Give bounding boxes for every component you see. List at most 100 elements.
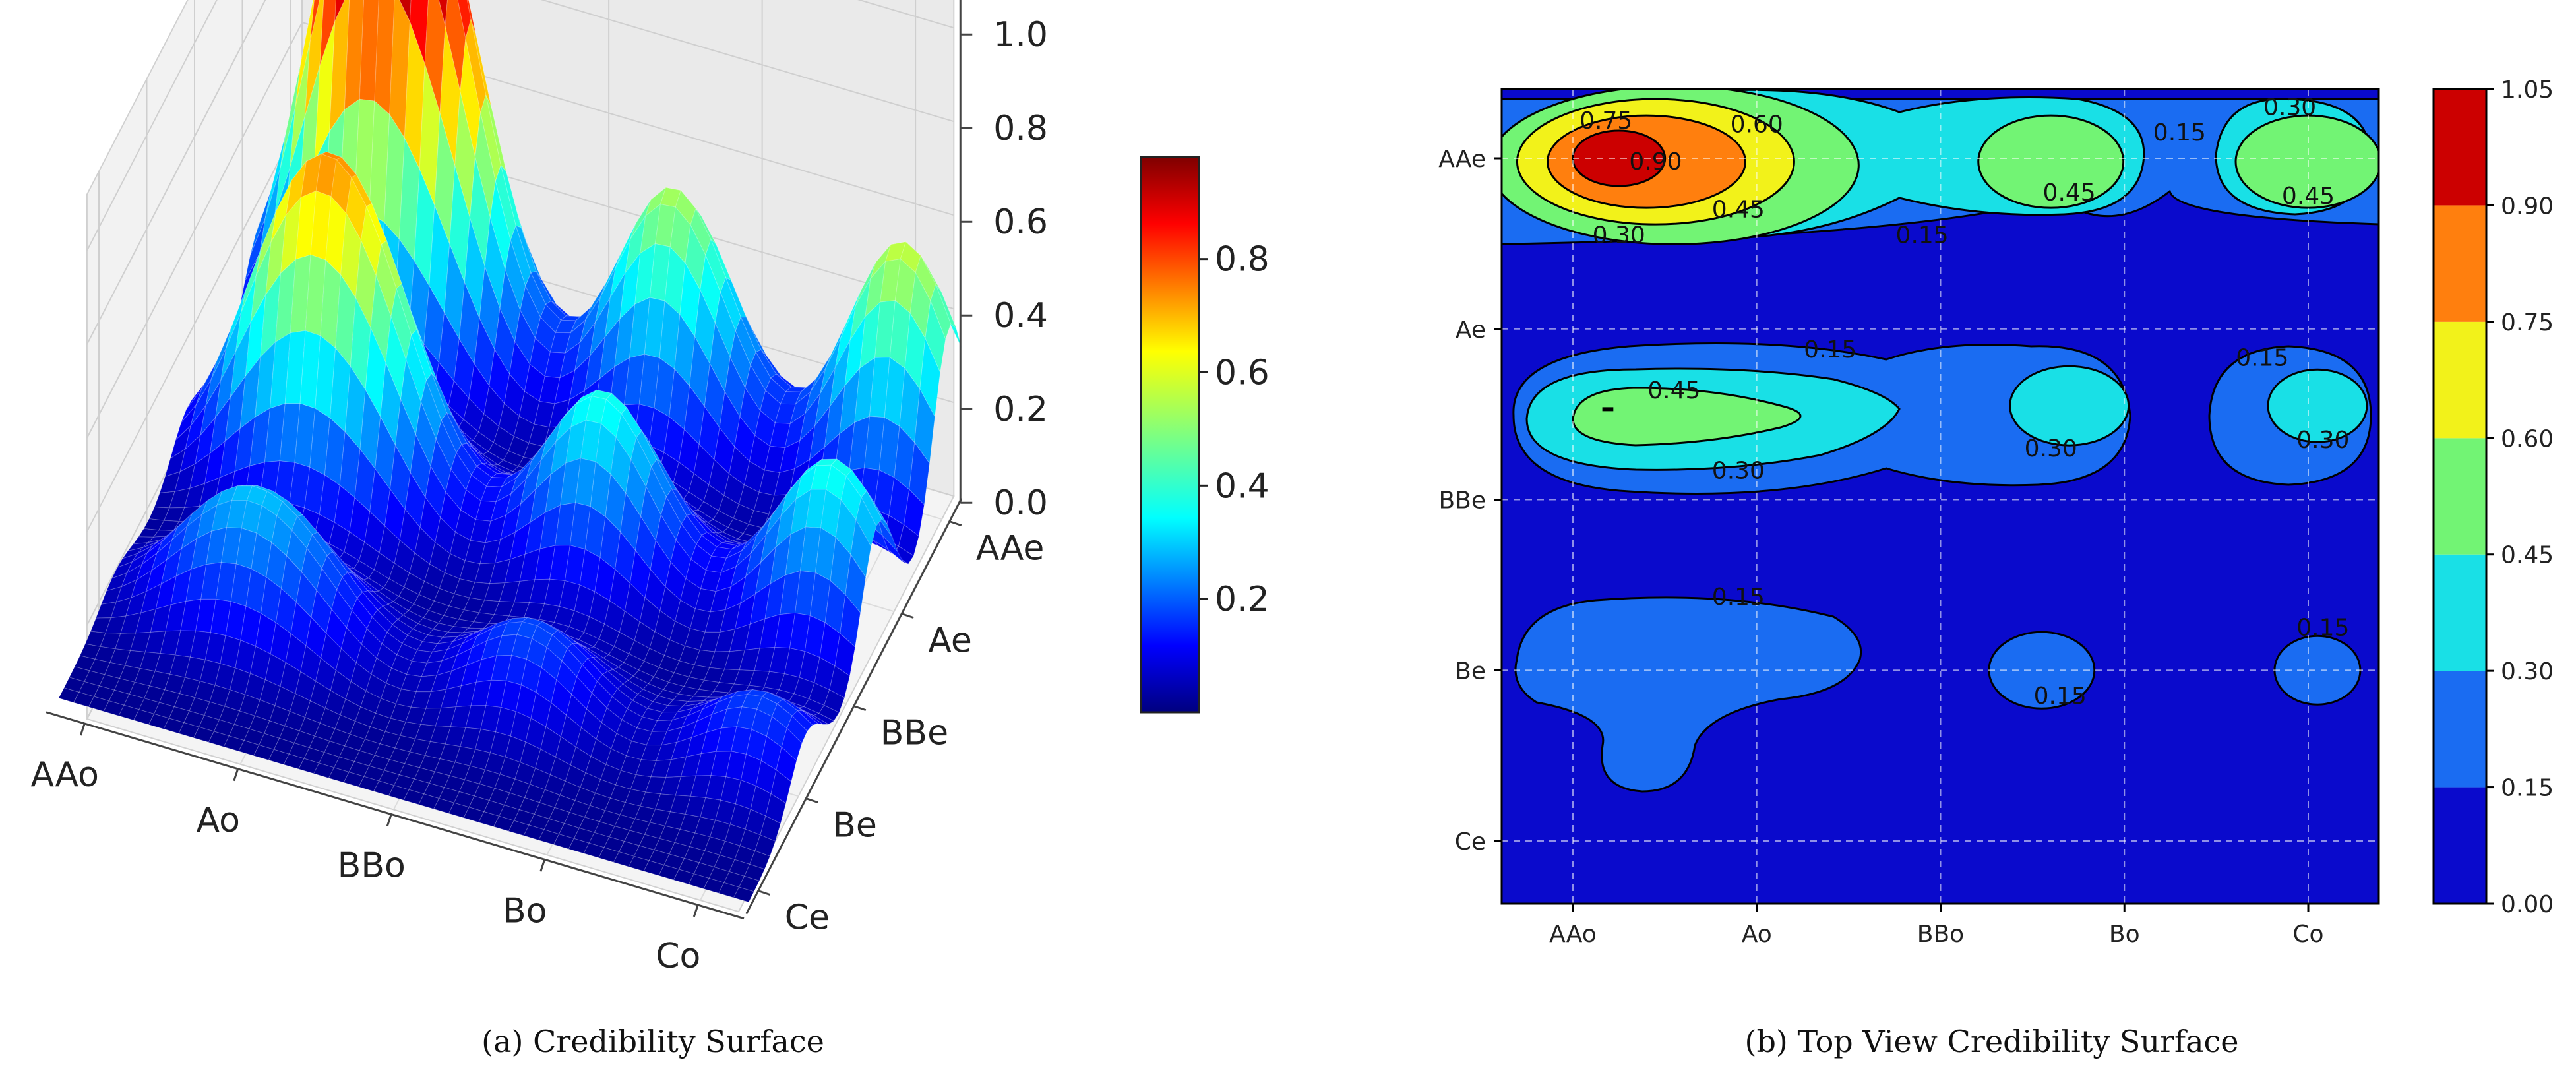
y-axis-ticks: Ce Be BBe Ae AAe <box>745 497 1045 938</box>
colorbar-b-tick-label: 0.90 <box>2501 193 2554 220</box>
surface-facet <box>738 875 760 892</box>
z-tick-label: 0.4 <box>993 296 1048 336</box>
surface-facet <box>796 710 819 726</box>
y-tick-mark <box>901 613 914 619</box>
contour-label: 0.45 <box>2043 179 2096 206</box>
colorbar-b-level <box>2434 321 2486 439</box>
contour-x-tick-label: Bo <box>2109 921 2140 948</box>
contour-label: 0.75 <box>1579 108 1632 135</box>
contour-label: 0.30 <box>2296 427 2349 454</box>
colorbar-b-level <box>2434 438 2486 555</box>
surface-facet <box>845 553 867 614</box>
surface-facet <box>818 704 840 722</box>
z-tick-label: 0.0 <box>993 483 1048 523</box>
pane-gridline <box>86 0 954 251</box>
y-tick-mark <box>949 520 962 527</box>
contour-label: 0.45 <box>1647 377 1700 404</box>
y-tick-label: Be <box>832 806 877 846</box>
contour-y-tick-label: Be <box>1455 658 1486 685</box>
colorbar-a-tick-label: 0.4 <box>1215 466 1270 506</box>
contour-y-tick-label: Ce <box>1455 828 1486 855</box>
surface-facet <box>334 0 346 22</box>
contour-label: 0.15 <box>1712 584 1765 611</box>
contour-region <box>1514 596 1862 793</box>
contour-x-tick-label: Co <box>2292 921 2323 948</box>
contour-y-tick-label: BBe <box>1438 487 1486 514</box>
contour-label: 0.15 <box>2236 345 2288 372</box>
colorbar-b-level <box>2434 554 2486 671</box>
contour-x-axis-ticks: AAo Ao BBo Bo Co <box>1549 904 2324 948</box>
y-tick-mark <box>758 890 771 896</box>
surface-facet <box>834 633 856 677</box>
colorbar-b-tick-label: 1.05 <box>2501 77 2554 104</box>
x-tick-label: Ao <box>197 801 240 840</box>
colorbar-b-level <box>2434 205 2486 322</box>
x-tick-mark <box>692 904 699 917</box>
x-axis-ticks: AAo Ao BBo Bo Co <box>31 711 745 976</box>
surface-facet <box>829 665 851 698</box>
contour-region <box>1572 129 1667 187</box>
colorbar-b-tick-label: 0.15 <box>2501 775 2554 802</box>
contour-fills <box>1502 89 2379 793</box>
surface-facet <box>909 441 931 506</box>
y-tick-label: BBe <box>880 714 948 753</box>
surface-facet <box>786 715 808 744</box>
contour-plot-panel: 0.75 0.60 0.90 0.45 0.30 0.15 0.45 0.15 0.30 0.45… <box>1438 77 2554 1059</box>
colorbar-b-tick-label: 0.60 <box>2501 425 2554 452</box>
colorbar-b-tick-label: 0.30 <box>2501 658 2554 685</box>
x-tick-mark <box>79 723 86 736</box>
contour-label: 0.15 <box>1804 336 1856 363</box>
z-tick-label: 0.2 <box>993 390 1048 429</box>
contour-x-tick-label: BBo <box>1917 921 1964 948</box>
y-tick-mark <box>853 705 867 712</box>
colorbar-b-tick-label: 0.75 <box>2501 309 2554 336</box>
pane-gridline <box>86 0 954 345</box>
pane-gridline <box>86 21 954 439</box>
surface-facet <box>914 388 936 464</box>
surface-facet <box>409 0 429 64</box>
surface-facet <box>882 535 904 563</box>
caption-b: (b) Top View Credibility Surface <box>1745 1024 2239 1059</box>
contour-region <box>1572 387 1802 447</box>
surface-facet <box>749 850 771 870</box>
colorbar-b-level <box>2434 89 2486 206</box>
contour-region <box>2267 368 2368 443</box>
surface-facet <box>309 0 321 42</box>
contour-y-axis-ticks: Ce Be BBe Ae AAe <box>1438 146 1502 855</box>
contour-label: 0.60 <box>1731 111 1783 138</box>
contour-label: 0.15 <box>1896 222 1949 249</box>
contour-label: 0.30 <box>1712 458 1765 485</box>
x-tick-label: Co <box>656 937 700 976</box>
x-tick-label: AAo <box>31 755 100 795</box>
contour-labels: 0.75 0.60 0.90 0.45 0.30 0.15 0.45 0.15 0.30 0.45… <box>1579 94 2349 710</box>
colorbar-b: 0.00 0.15 0.30 0.45 0.60 0.75 0.90 1.05 <box>2432 77 2554 918</box>
surface-facet <box>791 710 813 732</box>
contour-y-tick-label: AAe <box>1438 146 1486 173</box>
surface-facet <box>813 713 835 725</box>
y-tick-label: Ce <box>785 898 830 938</box>
colorbar-a-tick-label: 0.2 <box>1215 580 1270 619</box>
contour-x-tick-label: AAo <box>1549 921 1597 948</box>
surface-facet <box>304 0 324 117</box>
x-tick-mark <box>386 814 392 826</box>
z-tick-label: 1.0 <box>993 15 1048 55</box>
contour-label: 0.30 <box>1593 222 1645 249</box>
surface-facet <box>765 793 787 824</box>
y-tick-label: AAe <box>976 529 1045 569</box>
y-tick-label: Ae <box>928 621 972 661</box>
surface-facet <box>861 490 882 527</box>
colorbar-b-frame <box>2432 88 2488 905</box>
surface-facet <box>319 0 336 66</box>
colorbar-b-tick-label: 0.00 <box>2501 891 2554 918</box>
contour-label: 0.90 <box>1629 148 1682 175</box>
colorbar-b-tick-label: 0.45 <box>2501 542 2554 569</box>
surface-facet <box>399 0 412 22</box>
contour-x-tick-label: Ao <box>1742 921 1772 948</box>
colorbar-a-tick-label: 0.6 <box>1215 353 1270 392</box>
x-tick-label: Bo <box>503 891 547 931</box>
surface-facet <box>438 0 448 26</box>
y-tick-mark <box>805 797 818 804</box>
colorbar-a-gradient <box>1140 156 1200 714</box>
